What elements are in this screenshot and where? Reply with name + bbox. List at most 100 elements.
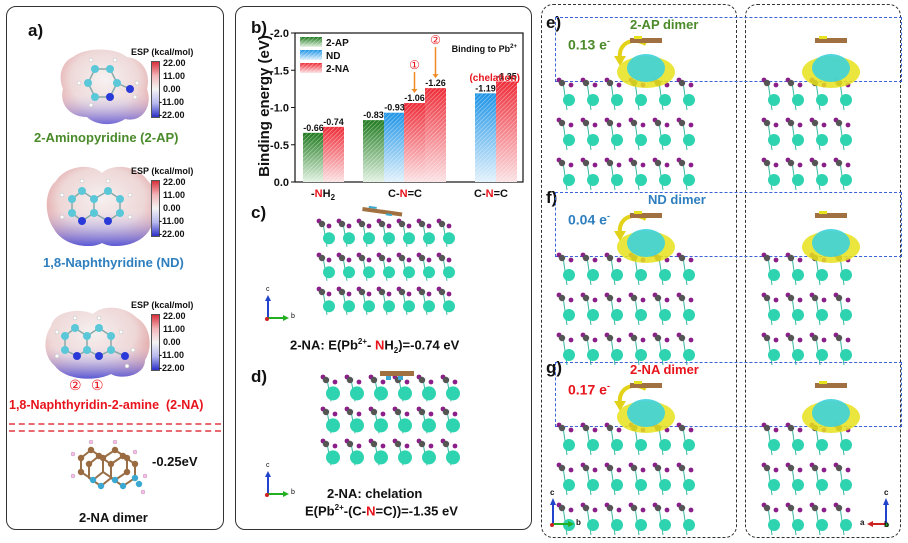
- cation-atom: [611, 94, 623, 106]
- lead-atom: [630, 334, 638, 342]
- cation-atom: [398, 386, 412, 401]
- cation-atom: [768, 134, 780, 146]
- cation-atom: [635, 309, 647, 321]
- adsorbed-dimer: [630, 38, 662, 43]
- cation-atom: [563, 269, 575, 281]
- cation-atom: [659, 174, 671, 186]
- lead-atom: [678, 464, 686, 472]
- iodide-atom: [616, 122, 622, 128]
- cation-atom: [443, 232, 455, 245]
- cation-atom: [343, 266, 355, 279]
- iodide-atom: [366, 291, 372, 297]
- dimer-energy: -0.25eV: [152, 454, 198, 469]
- panel-b-label: b): [251, 18, 268, 37]
- y-axis-label: Binding energy (eV): [256, 35, 273, 177]
- lead-atom: [418, 254, 426, 262]
- axis-b-label: b: [291, 489, 295, 496]
- cation-atom: [659, 269, 671, 281]
- cation-atom: [816, 174, 828, 186]
- cation-atom: [403, 266, 415, 279]
- lead-atom: [582, 254, 590, 262]
- interface-region-box: [555, 362, 902, 427]
- legend-swatch-hatch: [300, 50, 322, 60]
- slab-left: [556, 381, 695, 535]
- panel-label: f): [546, 188, 558, 207]
- lead-atom: [835, 294, 843, 302]
- lead-atom: [582, 294, 590, 302]
- cation-atom: [683, 479, 695, 491]
- iodide-atom: [640, 337, 646, 343]
- cation-atom: [563, 349, 575, 361]
- lead-atom: [582, 159, 590, 167]
- cation-atom: [323, 266, 335, 279]
- cation-atom: [611, 479, 623, 491]
- iodide-atom: [592, 162, 598, 168]
- iodide-atom: [380, 379, 386, 385]
- dimer-structure: [70, 440, 148, 495]
- lead-atom: [787, 159, 795, 167]
- iodide-atom: [821, 162, 827, 168]
- charge-accumulation-isosurface: [627, 54, 665, 82]
- cation-atom: [635, 519, 647, 531]
- iodide-atom: [688, 467, 694, 473]
- iodide-atom: [568, 507, 574, 513]
- cation-atom: [635, 349, 647, 361]
- cation-atom: [611, 174, 623, 186]
- marker-arrowhead: [432, 74, 439, 79]
- cation-atom: [611, 269, 623, 281]
- lead-atom: [678, 79, 686, 87]
- cation-atom: [587, 174, 599, 186]
- cation-atom: [816, 94, 828, 106]
- cation-atom: [792, 94, 804, 106]
- lead-atom: [398, 254, 406, 262]
- cation-atom: [587, 134, 599, 146]
- lead-atom: [606, 79, 614, 87]
- site-marker: ②: [430, 33, 441, 47]
- site-marker-2: ②: [69, 377, 82, 393]
- axis-b-label: b: [291, 313, 295, 320]
- lead-atom: [606, 159, 614, 167]
- cation-atom: [383, 232, 395, 245]
- iodide-atom: [568, 467, 574, 473]
- iodide-atom: [386, 291, 392, 297]
- cation-atom: [840, 174, 852, 186]
- cation-atom: [587, 439, 599, 451]
- esp-tick: 22.00: [163, 58, 186, 68]
- lead-atom: [835, 159, 843, 167]
- lead-atom: [630, 504, 638, 512]
- iodide-atom: [326, 291, 332, 297]
- iodide-atom: [380, 411, 386, 417]
- iodide-atom: [821, 467, 827, 473]
- axis-c-label: c: [550, 488, 555, 497]
- interface-region-box: [555, 192, 902, 257]
- lead-atom: [787, 424, 795, 432]
- iodide-atom: [688, 337, 694, 343]
- iodide-atom: [773, 257, 779, 263]
- lead-atom: [370, 408, 378, 416]
- iodide-atom: [616, 467, 622, 473]
- site-marker: ①: [409, 58, 420, 72]
- lead-atom: [582, 334, 590, 342]
- cation-atom: [635, 134, 647, 146]
- cation-atom: [363, 232, 375, 245]
- iodide-atom: [426, 291, 432, 297]
- dimer-isosurface: [819, 36, 827, 39]
- cation-atom: [326, 450, 340, 465]
- lead-atom: [582, 119, 590, 127]
- lead-atom: [418, 220, 426, 228]
- cation-atom: [659, 134, 671, 146]
- lead-atom: [558, 294, 566, 302]
- legend-label: 2-AP: [326, 38, 349, 49]
- cation-atom: [587, 309, 599, 321]
- iodide-atom: [356, 379, 362, 385]
- cation-atom: [350, 418, 364, 433]
- bar-value-label: -0.93: [384, 103, 405, 113]
- esp-colorbar: [151, 180, 160, 237]
- iodide-atom: [568, 122, 574, 128]
- cation-atom: [792, 269, 804, 281]
- bar-hatch: [425, 88, 446, 182]
- axis-c-label: c: [884, 488, 889, 497]
- iodide-atom: [592, 507, 598, 513]
- iodide-atom: [797, 427, 803, 433]
- lead-atom: [318, 220, 326, 228]
